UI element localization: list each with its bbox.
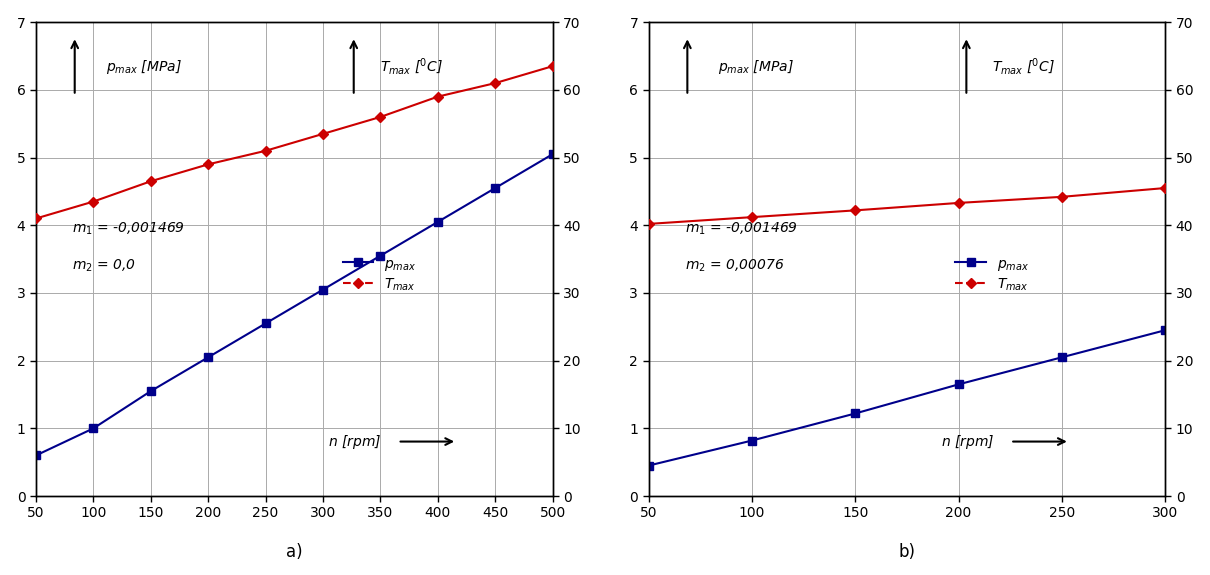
Text: $T_{max}$ [$^0$C]: $T_{max}$ [$^0$C] bbox=[992, 57, 1055, 78]
Text: $n$ [rpm]: $n$ [rpm] bbox=[328, 432, 381, 451]
Text: $T_{max}$ [$^0$C]: $T_{max}$ [$^0$C] bbox=[380, 57, 443, 78]
Text: $m_1$ = -0,001469: $m_1$ = -0,001469 bbox=[73, 220, 185, 236]
Text: b): b) bbox=[899, 543, 916, 561]
Text: $p_{max}$ [MPa]: $p_{max}$ [MPa] bbox=[105, 58, 182, 76]
Text: a): a) bbox=[286, 543, 302, 561]
Text: $m_2$ = 0,00076: $m_2$ = 0,00076 bbox=[685, 258, 784, 274]
Text: $n$ [rpm]: $n$ [rpm] bbox=[940, 432, 993, 451]
Text: $m_2$ = 0,0: $m_2$ = 0,0 bbox=[73, 258, 136, 274]
Legend: $p_{max}$, $T_{max}$: $p_{max}$, $T_{max}$ bbox=[955, 256, 1028, 293]
Text: $m_1$ = -0,001469: $m_1$ = -0,001469 bbox=[685, 220, 797, 236]
Text: $p_{max}$ [MPa]: $p_{max}$ [MPa] bbox=[719, 58, 794, 76]
Legend: $p_{max}$, $T_{max}$: $p_{max}$, $T_{max}$ bbox=[342, 256, 416, 293]
